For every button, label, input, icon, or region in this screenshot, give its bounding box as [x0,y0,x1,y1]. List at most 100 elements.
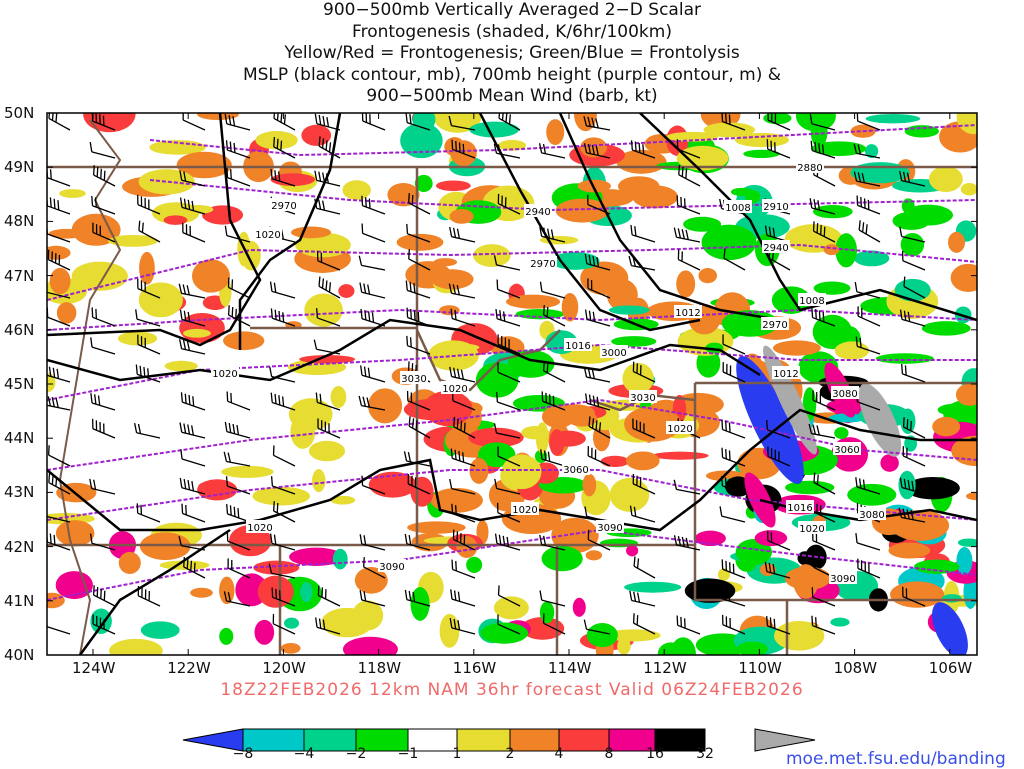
frontogenesis-cell [956,113,977,135]
frontogenesis-cell [834,427,849,439]
frontogenesis-cell [651,451,709,460]
wind-barb [452,529,476,551]
frontogenesis-cell [608,305,650,315]
latitude-label: 48N [4,212,35,231]
wind-barb [406,390,431,411]
wind-barb [270,308,296,327]
wind-barb [92,222,116,243]
source-url[interactable]: moe.met.fsu.edu/banding [786,749,1006,769]
frontogenesis-cell [965,492,977,501]
wind-barb [89,478,116,495]
contour-label: 2880 [797,163,822,174]
wind-barb [92,418,116,439]
wind-barb [135,364,161,383]
frontogenesis-cell [520,616,565,640]
frontogenesis-cell [736,641,768,655]
frontogenesis-cell [624,581,682,593]
frontogenesis-cell [617,637,631,655]
latitude-label: 50N [4,104,35,122]
frontogenesis-cell [942,594,962,603]
wind-barb [226,531,251,551]
contour-label: 1020 [512,505,537,516]
wind-barb [497,446,521,467]
frontogenesis-cell [252,486,310,506]
frontogenesis-cell [109,638,163,655]
wind-barb [495,392,521,411]
wind-barb [632,474,656,495]
wind-barb [93,165,116,187]
frontogenesis-cell [473,244,511,267]
wind-barb [404,589,431,607]
wind-barb [539,534,566,551]
wind-barb [587,194,611,215]
frontogenesis-cell [219,627,234,645]
wind-barb [628,255,656,271]
frontogenesis-cell [698,268,718,284]
wind-barb [314,113,341,131]
contour-label: 1012 [773,369,798,380]
frontogenesis-cell [696,348,721,378]
wind-barb [137,194,161,215]
frontogenesis-cell [850,162,910,184]
colorbar-label: −1 [397,746,419,762]
frontogenesis-cell [149,140,206,155]
wind-barb [226,167,251,187]
wind-barb [359,590,386,607]
wind-barb [721,419,746,439]
frontogenesis-cell [107,234,158,247]
wind-barb [902,446,926,467]
wind-barb [540,449,566,467]
colorbar-label: 8 [604,746,614,762]
wind-barb [587,446,611,467]
wind-barb [583,116,611,131]
wind-barb [408,416,431,439]
wind-barb [450,308,476,327]
wind-barb [632,361,656,383]
contour-label: 1020 [799,524,824,535]
frontogenesis-cell [828,413,867,423]
wind-barb [585,393,611,411]
wind-barb [723,248,746,271]
colorbar-label: 2 [505,746,515,762]
title-line: MSLP (black contour, mb), 700mb height (… [242,64,782,85]
wind-barb [497,362,521,383]
frontogenesis-cell [812,204,853,219]
wind-barb [404,533,431,551]
wind-barb [271,587,296,607]
contour-label: 2940 [763,243,788,254]
frontogenesis-cell [466,556,483,573]
wind-barb [587,529,611,551]
frontogenesis-cell [956,547,973,575]
wind-barb [543,361,566,383]
frontogenesis-cell [295,232,351,258]
frontogenesis-cell [928,166,963,193]
wind-barb [587,278,611,299]
wind-barb [405,113,431,131]
frontogenesis-cell [139,251,155,285]
wind-barb [273,136,296,159]
wind-barb [722,362,746,383]
wind-barb [360,365,386,383]
frontogenesis-cell [585,550,603,561]
colorbar-label: −8 [232,746,254,762]
wind-barb [632,418,656,439]
wind-barb [767,113,791,131]
wind-barb [403,451,431,467]
wind-barb [47,616,71,635]
contour-label: 1020 [442,384,467,395]
frontogenesis-cell [304,293,343,327]
frontogenesis-cell [784,566,831,591]
frontogenesis-cell [47,245,71,260]
longitude-label: 112W [643,659,687,677]
wind-barb [722,334,746,355]
frontogenesis-cell [164,360,198,372]
frontogenesis-cell [118,551,141,574]
contour-label: 3030 [630,393,655,404]
frontogenesis-cell [330,495,356,505]
frontogenesis-cell [632,185,679,209]
frontogenesis-cell [904,125,939,138]
frontogenesis-cell [605,629,661,642]
frontogenesis-cell [270,173,315,186]
longitude-label: 110W [738,659,782,677]
wind-barb [538,143,566,159]
